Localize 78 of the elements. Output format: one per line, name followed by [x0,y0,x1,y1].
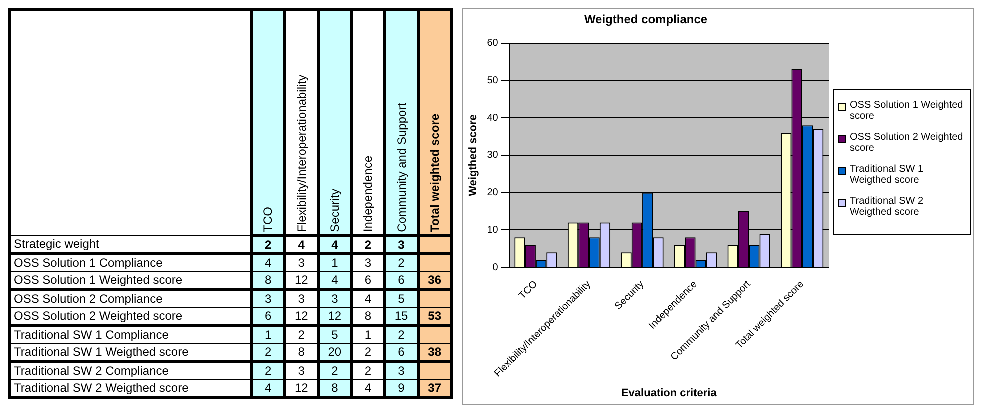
data-label: 37 [418,380,452,398]
data-label: 12 [284,272,318,290]
data-label: 20 [318,344,352,362]
data-label: 3 [252,290,285,308]
legend-label: Traditional SW 1 Weigthed score [850,164,925,186]
data-label: 8 [284,344,318,362]
data-label: 5 [384,290,418,308]
data-label: 1 [352,326,385,344]
y-axis-title: Weigthed score [468,114,480,196]
data-label: 6 [384,344,418,362]
y-tick-label: 10 [487,224,499,236]
data-label: 3 [284,362,318,380]
y-tick-label: 40 [487,112,499,124]
data-label: 4 [252,380,285,398]
data-label: 12 [284,380,318,398]
x-tick-label: Independence [361,156,376,232]
data-label: 8 [252,272,285,290]
data-label: 2 [252,362,285,380]
data-label: 2 [384,326,418,344]
data-label: 53 [418,308,452,326]
data-label: 6 [352,272,385,290]
x-tick-label: TCO [261,206,276,232]
x-tick-label: Community and Support [394,102,409,232]
legend-label: OSS Solution 2 Weighted score [850,132,964,154]
data-label: 4 [352,380,385,398]
data-label: 3 [318,290,352,308]
y-tick-label: Traditional SW 2 Weigthed score [10,380,252,398]
data-label: 2 [318,362,352,380]
data-label: 3 [384,362,418,380]
y-tick-label: OSS Solution 1 Compliance [10,254,252,272]
y-tick-label: 0 [492,262,499,274]
data-label: 2 [252,236,285,254]
data-label: 2 [284,326,318,344]
legend-label: Traditional SW 2 Weigthed score [850,196,925,218]
data-label: 2 [252,344,285,362]
data-label: 36 [418,272,452,290]
data-label: 12 [284,308,318,326]
data-label: 4 [252,254,285,272]
y-tick-label: Traditional SW 1 Compliance [10,326,252,344]
data-label: 3 [284,254,318,272]
data-label: 9 [384,380,418,398]
data-label: 8 [318,380,352,398]
data-label: 12 [318,308,352,326]
data-label: 1 [318,254,352,272]
x-tick-label: Total weighted score [428,114,442,232]
data-label: 3 [384,236,418,254]
data-label: 4 [318,272,352,290]
data-label: 4 [352,290,385,308]
data-label: 4 [284,236,318,254]
data-label: 38 [418,344,452,362]
y-tick-label: Strategic weight [10,236,252,254]
chart-title: Weigthed compliance [584,12,708,27]
data-label: 6 [384,272,418,290]
data-label: 2 [352,344,385,362]
y-tick-label: Traditional SW 1 Weigthed score [10,344,252,362]
y-tick-label: 30 [487,150,499,162]
y-tick-label: OSS Solution 1 Weighted score [10,272,252,290]
data-label: 3 [352,254,385,272]
data-label: 8 [352,308,385,326]
x-tick-label: Flexibility/Interoperationability [294,74,309,232]
y-tick-label: 50 [487,76,499,87]
data-label: 3 [284,290,318,308]
y-tick-label: OSS Solution 2 Weighted score [10,308,252,326]
data-label: 15 [384,308,418,326]
data-label: 2 [352,362,385,380]
data-label: 5 [318,326,352,344]
x-tick-label: Security [328,188,342,232]
x-axis-title: Evaluation criteria [621,387,718,400]
data-label: 6 [252,308,285,326]
y-tick-label: OSS Solution 2 Compliance [10,290,252,308]
data-label: 2 [384,254,418,272]
data-label: 4 [318,236,352,254]
y-tick-label: Traditional SW 2 Compliance [10,362,252,380]
data-label: 2 [352,236,385,254]
data-label: 1 [252,326,285,344]
legend-label: OSS Solution 1 Weighted score [850,100,964,122]
y-tick-label: 60 [487,38,499,50]
y-tick-label: 20 [487,188,499,199]
